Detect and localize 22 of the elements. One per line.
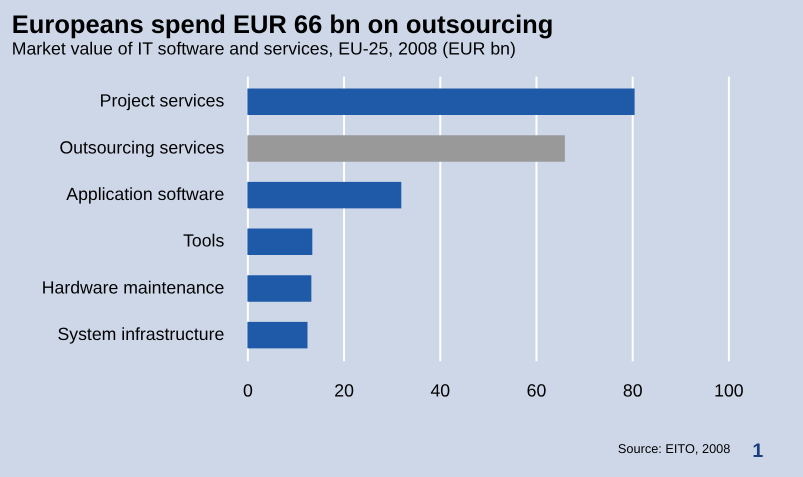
x-tick-label: 80 bbox=[622, 380, 643, 401]
y-tick-label: Hardware maintenance bbox=[42, 277, 224, 298]
x-tick-label: 100 bbox=[714, 380, 744, 401]
bar bbox=[247, 228, 312, 256]
chart-title: Europeans spend EUR 66 bn on outsourcing bbox=[12, 10, 554, 39]
y-tick-label: Application software bbox=[66, 184, 224, 204]
y-tick-label: System infrastructure bbox=[57, 324, 224, 344]
y-tick-label: Project services bbox=[100, 90, 224, 111]
bar bbox=[247, 275, 312, 302]
bar bbox=[247, 322, 308, 348]
source-note: Source: EITO, 2008 bbox=[618, 441, 730, 456]
x-tick-label: 20 bbox=[334, 380, 354, 401]
bar bbox=[247, 135, 565, 162]
bar bbox=[247, 88, 635, 116]
y-tick-label: Tools bbox=[183, 230, 224, 251]
y-tick-label: Outsourcing services bbox=[59, 137, 224, 158]
chart-subtitle: Market value of IT software and services, EU-25, 2008 (EUR bn) bbox=[12, 38, 516, 59]
x-tick-label: 40 bbox=[430, 380, 450, 401]
x-tick-label: 60 bbox=[526, 380, 546, 401]
x-tick-label: 0 bbox=[242, 380, 253, 401]
bar bbox=[247, 182, 402, 208]
text: 1 bbox=[752, 440, 764, 462]
